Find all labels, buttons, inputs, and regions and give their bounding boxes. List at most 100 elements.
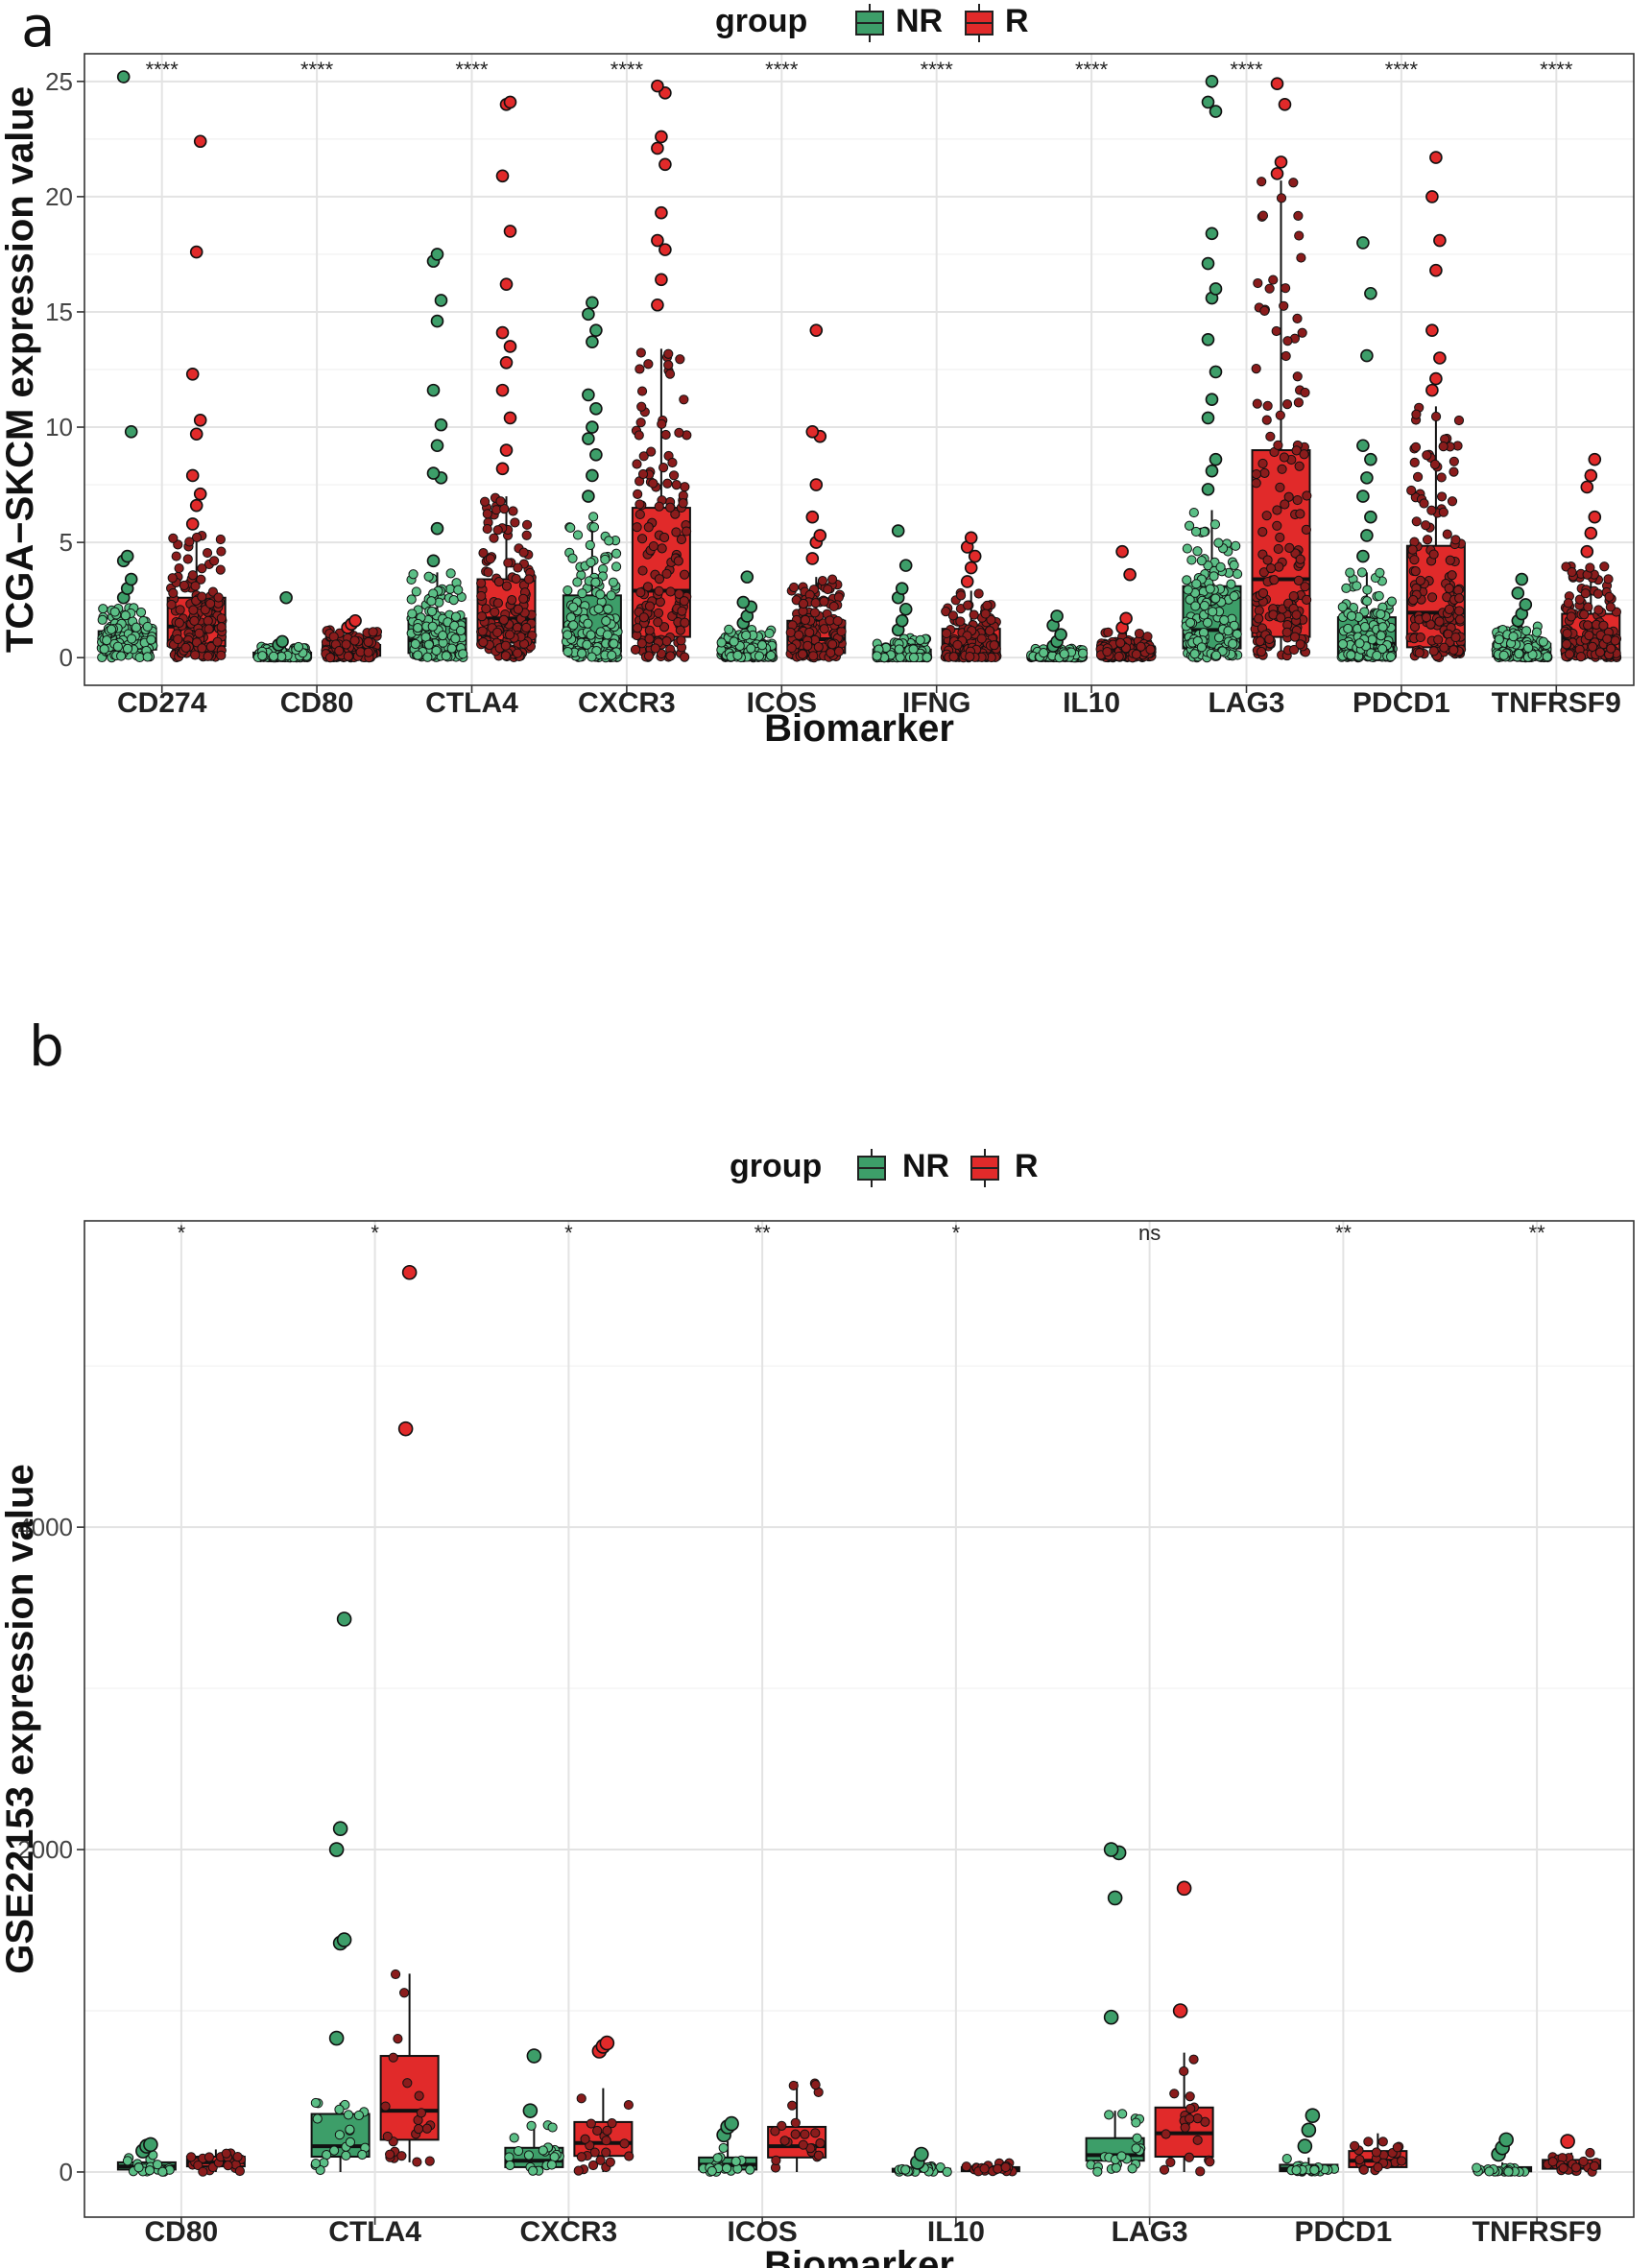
box-r-cxcr3 (630, 79, 692, 662)
data-point (573, 2165, 584, 2176)
data-point (790, 2129, 801, 2139)
data-point (565, 522, 576, 533)
data-point (521, 519, 533, 530)
data-point (643, 522, 654, 533)
outlier-point (336, 1932, 352, 1947)
data-point (984, 626, 995, 636)
data-point (1295, 554, 1305, 564)
significance-label: ** (1335, 1221, 1353, 1245)
outlier-point (582, 307, 595, 322)
data-point (115, 651, 127, 661)
data-point (1127, 2163, 1137, 2174)
box-nr-cxcr3 (561, 296, 623, 663)
data-point (1604, 591, 1615, 602)
data-point (1226, 579, 1236, 589)
data-point (1136, 641, 1146, 652)
data-point (1275, 482, 1285, 492)
data-point (1134, 628, 1145, 639)
data-point (501, 581, 513, 591)
outlier-point (124, 572, 138, 586)
data-point (412, 2157, 422, 2167)
outlier-point (1201, 483, 1215, 496)
box-nr-cd80 (116, 2137, 177, 2177)
data-point (1426, 592, 1438, 603)
data-point (819, 596, 829, 607)
data-point (1265, 563, 1277, 574)
outlier-point (499, 355, 514, 370)
significance-label: **** (921, 58, 954, 82)
data-point (955, 590, 967, 601)
data-point (1341, 583, 1352, 593)
outlier-point (1433, 351, 1447, 365)
significance-label: **** (300, 58, 334, 82)
data-point (382, 2131, 393, 2142)
outlier-point (1201, 256, 1215, 271)
data-point (1228, 638, 1238, 649)
data-point (1190, 526, 1202, 537)
box-r-icos (785, 323, 847, 663)
data-point (349, 635, 360, 646)
data-point (455, 625, 467, 636)
data-point (636, 401, 647, 412)
data-point (388, 2052, 398, 2063)
data-point (98, 604, 108, 614)
data-point (979, 2163, 990, 2174)
data-point (1371, 2147, 1382, 2158)
outlier-point (589, 323, 603, 337)
data-point (827, 574, 838, 585)
data-point (563, 585, 573, 596)
data-point (632, 623, 643, 633)
data-point (413, 2123, 424, 2135)
data-point (513, 604, 523, 614)
data-point (368, 627, 378, 637)
data-point (785, 627, 796, 638)
data-point (546, 2160, 557, 2170)
data-point (965, 652, 975, 662)
data-point (1196, 642, 1207, 653)
x-tick-label: CXCR3 (578, 687, 676, 719)
outlier-point (499, 443, 514, 457)
data-point (127, 633, 137, 644)
outlier-point (495, 383, 510, 397)
data-point (513, 562, 523, 573)
data-point (1484, 2166, 1495, 2177)
data-point (1262, 555, 1273, 565)
data-point (1436, 472, 1447, 483)
data-point (1448, 645, 1459, 656)
data-point (745, 2164, 755, 2175)
data-point (809, 608, 821, 618)
data-point (1503, 2166, 1514, 2177)
data-point (1410, 442, 1422, 452)
data-point (724, 624, 734, 634)
significance-label: **** (1385, 58, 1419, 82)
outlier-point (526, 2048, 542, 2064)
data-point (1113, 651, 1124, 662)
data-point (1279, 452, 1289, 463)
data-point (189, 615, 200, 626)
data-point (986, 614, 996, 625)
outlier-point (1433, 233, 1447, 248)
data-point (357, 2149, 368, 2161)
data-point (1229, 591, 1239, 602)
data-point (513, 2145, 524, 2157)
outlier-point (1360, 471, 1374, 485)
data-point (609, 638, 619, 649)
data-point (922, 652, 932, 663)
data-point (741, 630, 752, 641)
data-point (593, 604, 604, 614)
data-point (483, 567, 493, 578)
data-point (505, 2160, 515, 2171)
plot-frame (84, 1220, 1635, 2218)
data-point (634, 509, 645, 520)
x-tick-label: CTLA4 (328, 2216, 421, 2248)
data-point (1252, 398, 1262, 409)
data-point (813, 641, 824, 653)
data-point (1434, 616, 1445, 627)
outlier-point (1278, 98, 1292, 111)
box-r-pdcd1 (1405, 151, 1467, 662)
outlier-point (1515, 572, 1529, 586)
data-point (500, 640, 511, 651)
data-point (1092, 2166, 1103, 2177)
data-point (478, 548, 489, 559)
